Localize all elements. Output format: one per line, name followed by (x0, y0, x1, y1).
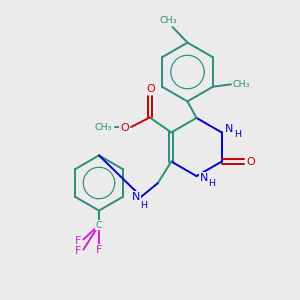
Text: CH₃: CH₃ (94, 122, 112, 131)
Text: CH₃: CH₃ (159, 16, 177, 25)
Text: N: N (225, 124, 233, 134)
Text: F: F (75, 236, 81, 246)
Text: C: C (96, 220, 102, 230)
Text: H: H (140, 201, 147, 210)
Text: O: O (120, 123, 129, 133)
Text: F: F (75, 246, 81, 256)
Text: H: H (208, 179, 216, 188)
Text: O: O (246, 157, 255, 166)
Text: H: H (234, 130, 241, 139)
Text: CH₃: CH₃ (233, 80, 250, 89)
Text: O: O (146, 84, 155, 94)
Text: F: F (96, 245, 102, 255)
Text: N: N (132, 192, 140, 202)
Text: N: N (200, 172, 208, 183)
